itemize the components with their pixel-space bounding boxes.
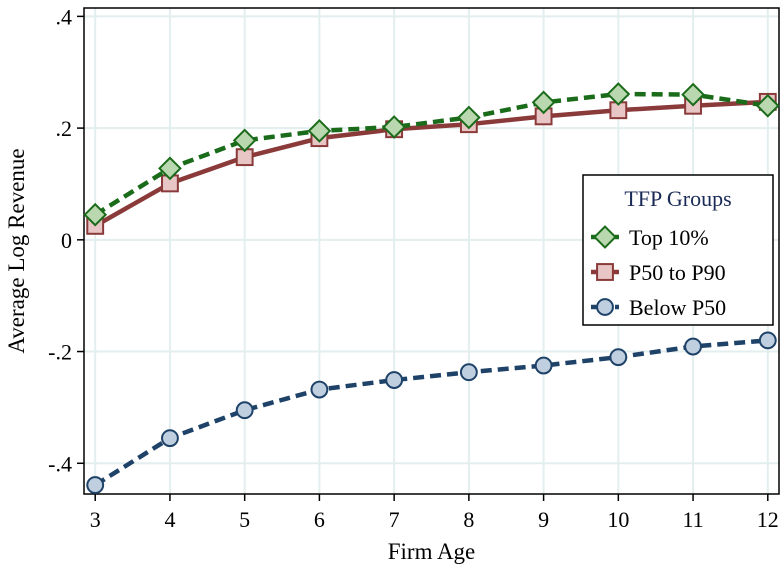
series-line bbox=[94, 99, 768, 228]
legend-item: Top 10% bbox=[591, 225, 709, 250]
x-tick-label: 6 bbox=[314, 507, 325, 532]
data-point bbox=[385, 371, 404, 389]
data-point bbox=[307, 119, 332, 143]
data-point bbox=[531, 90, 556, 115]
legend-box bbox=[582, 174, 774, 326]
legend-label: P50 to P90 bbox=[629, 260, 726, 285]
y-tick-label: -.2 bbox=[48, 340, 72, 365]
data-point bbox=[684, 337, 702, 356]
axis-ticks: 3 4 5 6 7 8 9 10 11 12 -.4 -.2 0 .2 .4 bbox=[48, 4, 779, 532]
x-tick-label: 9 bbox=[538, 507, 549, 532]
x-tick-label: 8 bbox=[463, 507, 474, 532]
data-point bbox=[232, 128, 257, 153]
legend-marker bbox=[596, 298, 614, 316]
data-point bbox=[83, 202, 108, 227]
x-tick-label: 3 bbox=[90, 507, 101, 532]
y-tick-label: .2 bbox=[56, 116, 73, 141]
legend-title: TFP Groups bbox=[624, 186, 731, 211]
data-point bbox=[609, 348, 628, 367]
legend-label: Top 10% bbox=[629, 225, 709, 250]
x-tick-label: 7 bbox=[389, 507, 400, 532]
y-tick-label: .4 bbox=[56, 4, 73, 29]
data-point bbox=[310, 380, 329, 399]
x-tick-label: 5 bbox=[239, 507, 250, 532]
series-line bbox=[94, 338, 768, 487]
legend-marker bbox=[596, 263, 614, 281]
data-point bbox=[235, 401, 254, 420]
data-point bbox=[681, 82, 705, 107]
data-point bbox=[534, 356, 553, 375]
data-point bbox=[158, 156, 182, 181]
y-axis-title: Average Log Revenue bbox=[4, 148, 29, 353]
y-tick-label: -.4 bbox=[48, 451, 72, 476]
plot-frame bbox=[83, 7, 780, 495]
series-layer bbox=[83, 82, 780, 494]
legend-marker bbox=[593, 225, 617, 249]
data-point bbox=[606, 82, 631, 106]
data-point bbox=[382, 115, 406, 139]
legend-label: Below P50 bbox=[629, 295, 726, 320]
legend: TFP Groups Top 10% P50 to P90 Below P50 bbox=[582, 174, 774, 326]
x-tick-label: 11 bbox=[682, 507, 703, 532]
legend-item: P50 to P90 bbox=[591, 260, 726, 285]
data-point bbox=[755, 93, 780, 118]
y-tick-label: 0 bbox=[61, 228, 72, 253]
legend-item: Below P50 bbox=[591, 295, 726, 320]
x-axis-title: Firm Age bbox=[388, 539, 476, 564]
data-point bbox=[86, 476, 105, 494]
series-top-10- bbox=[83, 82, 780, 227]
data-point bbox=[457, 105, 481, 130]
data-point bbox=[161, 429, 179, 448]
x-tick-label: 12 bbox=[757, 507, 779, 532]
data-point bbox=[758, 331, 777, 350]
legend-items: Top 10% P50 to P90 Below P50 bbox=[591, 225, 726, 320]
series-below-p50 bbox=[86, 331, 777, 494]
x-tick-label: 10 bbox=[607, 507, 629, 532]
data-point bbox=[459, 363, 478, 382]
x-tick-label: 4 bbox=[164, 507, 175, 532]
series-line bbox=[94, 91, 769, 217]
